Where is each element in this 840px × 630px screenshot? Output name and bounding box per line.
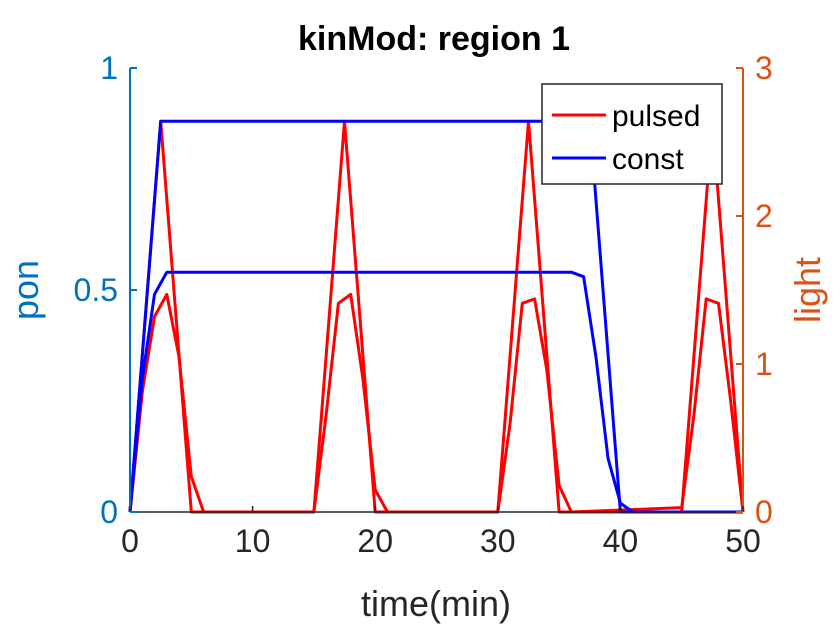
chart-title: kinMod: region 1	[298, 20, 570, 58]
y-right-tick-label: 3	[755, 50, 773, 86]
x-tick-label: 40	[603, 523, 639, 559]
series-line-pulsed-pon	[128, 292, 745, 514]
legend-label-const: const	[612, 143, 684, 176]
y-right-tick-label: 2	[755, 198, 773, 234]
series-line-const-pon	[128, 270, 743, 514]
y-left-tick-label: 0.5	[74, 272, 118, 308]
y-right-tick-label: 0	[755, 494, 773, 530]
x-tick-label: 0	[121, 523, 139, 559]
y-left-tick-label: 0	[100, 494, 118, 530]
y-left-tick-label: 1	[100, 50, 118, 86]
axes	[129, 67, 744, 513]
x-tick-label: 20	[357, 523, 393, 559]
legend: pulsed const	[541, 83, 723, 185]
x-tick-label: 50	[725, 523, 761, 559]
y-axis-label-left: pon	[5, 260, 46, 320]
legend-box	[541, 83, 723, 185]
y-right-tick-label: 1	[755, 346, 773, 382]
x-tick-label: 30	[480, 523, 516, 559]
y-axis-label-right: light	[787, 257, 828, 323]
legend-label-pulsed: pulsed	[612, 100, 700, 133]
x-axis-label: time(min)	[361, 583, 511, 624]
x-tick-label: 10	[235, 523, 271, 559]
